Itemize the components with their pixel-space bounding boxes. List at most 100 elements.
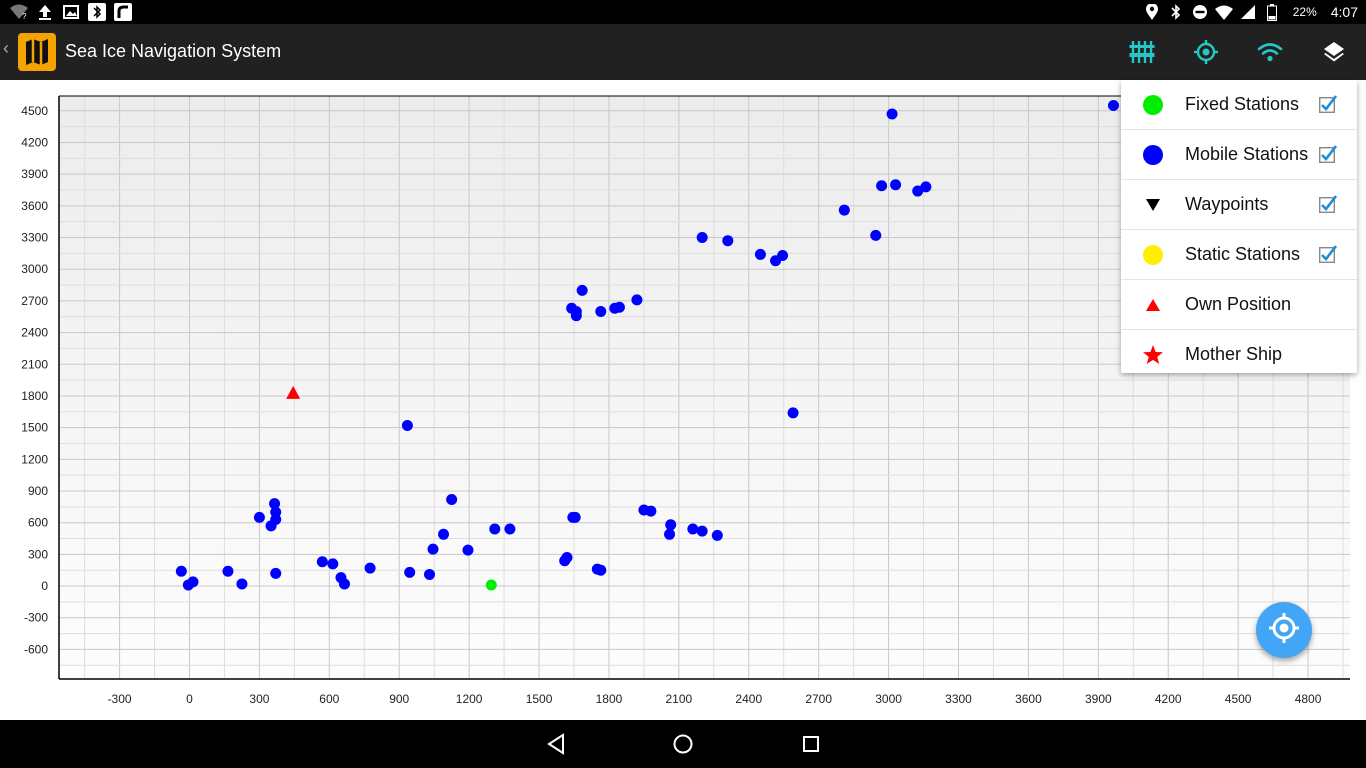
x-tick-label: 1200 bbox=[456, 692, 483, 706]
mobile-station-point[interactable] bbox=[613, 301, 625, 313]
mobile-station-point[interactable] bbox=[401, 420, 413, 432]
mobile-station-point[interactable] bbox=[696, 232, 708, 244]
mobile-station-point[interactable] bbox=[645, 505, 657, 517]
data-points[interactable] bbox=[175, 100, 1119, 591]
layer-item-own-position[interactable]: Own Position bbox=[1121, 280, 1357, 330]
layer-label: Mobile Stations bbox=[1185, 144, 1309, 164]
y-tick-label: 3600 bbox=[21, 199, 48, 213]
mobile-station-point[interactable] bbox=[870, 229, 882, 241]
checkbox-checked-icon[interactable] bbox=[1318, 145, 1338, 164]
mobile-station-point[interactable] bbox=[570, 310, 582, 322]
mobile-station-point[interactable] bbox=[576, 284, 588, 296]
mobile-station-point[interactable] bbox=[489, 523, 501, 535]
mobile-station-point[interactable] bbox=[777, 249, 789, 261]
bluetooth-icon bbox=[88, 3, 106, 21]
mobile-station-point[interactable] bbox=[664, 528, 676, 540]
mobile-station-point[interactable] bbox=[327, 558, 339, 570]
mobile-station-point[interactable] bbox=[504, 523, 516, 535]
chevron-left-icon[interactable]: ‹ bbox=[3, 38, 9, 58]
y-tick-label: 4500 bbox=[21, 104, 48, 118]
layer-item-waypoints[interactable]: Waypoints bbox=[1121, 180, 1357, 230]
layer-item-mother-ship[interactable]: Mother Ship bbox=[1121, 330, 1357, 379]
green-circle-icon bbox=[1121, 80, 1185, 129]
back-icon[interactable] bbox=[544, 732, 568, 756]
x-tick-label: 3900 bbox=[1085, 692, 1112, 706]
mobile-station-point[interactable] bbox=[222, 565, 234, 577]
mobile-station-point[interactable] bbox=[462, 544, 474, 556]
mobile-station-point[interactable] bbox=[561, 552, 573, 564]
mobile-station-point[interactable] bbox=[270, 514, 282, 526]
y-tick-label: 600 bbox=[28, 516, 48, 530]
yellow-circle-icon bbox=[1121, 230, 1185, 279]
checkbox-checked-icon[interactable] bbox=[1318, 245, 1338, 264]
mobile-station-point[interactable] bbox=[236, 578, 248, 590]
mobile-station-point[interactable] bbox=[446, 493, 458, 505]
wifi-icon[interactable] bbox=[1254, 36, 1286, 68]
mobile-station-point[interactable] bbox=[665, 519, 677, 531]
mobile-station-point[interactable] bbox=[1107, 100, 1119, 112]
recents-icon[interactable] bbox=[799, 732, 823, 756]
battery-percent: 22% bbox=[1292, 5, 1317, 19]
mobile-station-point[interactable] bbox=[920, 181, 932, 193]
x-tick-label: -300 bbox=[108, 692, 132, 706]
mobile-station-point[interactable] bbox=[886, 108, 898, 120]
upload-icon bbox=[36, 3, 54, 21]
wifi-question-icon: ? bbox=[10, 3, 28, 21]
gps-target-icon[interactable] bbox=[1190, 36, 1222, 68]
mobile-station-point[interactable] bbox=[696, 525, 708, 537]
x-tick-label: 300 bbox=[249, 692, 269, 706]
checkbox-checked-icon[interactable] bbox=[1318, 195, 1338, 214]
my-location-button[interactable] bbox=[1256, 602, 1312, 658]
mobile-station-point[interactable] bbox=[595, 305, 607, 317]
home-icon[interactable] bbox=[671, 732, 695, 756]
location-icon bbox=[1143, 3, 1161, 21]
app-logo-icon[interactable] bbox=[18, 33, 56, 71]
mobile-station-point[interactable] bbox=[838, 204, 850, 216]
layer-item-static-stations[interactable]: Static Stations bbox=[1121, 230, 1357, 280]
layer-item-fixed-stations[interactable]: Fixed Stations bbox=[1121, 80, 1357, 130]
checkbox-checked-icon[interactable] bbox=[1318, 95, 1338, 114]
mobile-station-point[interactable] bbox=[890, 179, 902, 191]
mobile-station-point[interactable] bbox=[631, 294, 643, 306]
mobile-station-point[interactable] bbox=[269, 498, 281, 510]
mobile-station-point[interactable] bbox=[404, 566, 416, 578]
mobile-station-point[interactable] bbox=[338, 578, 350, 590]
mobile-station-point[interactable] bbox=[424, 568, 436, 580]
mobile-station-point[interactable] bbox=[270, 567, 282, 579]
own-position-marker[interactable] bbox=[286, 385, 301, 399]
mobile-station-point[interactable] bbox=[316, 556, 328, 568]
mobile-station-point[interactable] bbox=[364, 562, 376, 574]
mobile-station-point[interactable] bbox=[427, 543, 439, 555]
mobile-station-point[interactable] bbox=[787, 407, 799, 419]
mobile-station-point[interactable] bbox=[711, 529, 723, 541]
svg-text:?: ? bbox=[22, 12, 27, 20]
mobile-station-point[interactable] bbox=[438, 528, 450, 540]
layers-icon[interactable] bbox=[1318, 36, 1350, 68]
x-tick-label: 3000 bbox=[875, 692, 902, 706]
layer-item-mobile-stations[interactable]: Mobile Stations bbox=[1121, 130, 1357, 180]
mobile-station-point[interactable] bbox=[175, 565, 187, 577]
my-location-icon bbox=[1267, 611, 1301, 650]
app-title: Sea Ice Navigation System bbox=[65, 41, 282, 61]
x-tick-label: 3300 bbox=[945, 692, 972, 706]
layers-menu[interactable]: Fixed Stations Mobile Stations Waypoints… bbox=[1121, 80, 1357, 373]
mobile-station-point[interactable] bbox=[569, 511, 581, 523]
axis-ticks: -300 0 300 600 900 1200 1500 1800 2100 2400 2700 30… bbox=[21, 104, 1321, 706]
fixed-station-point[interactable] bbox=[485, 579, 497, 591]
mobile-station-point[interactable] bbox=[912, 185, 924, 197]
mobile-station-point[interactable] bbox=[876, 180, 888, 192]
y-tick-label: 300 bbox=[28, 547, 48, 561]
mobile-station-point[interactable] bbox=[687, 523, 699, 535]
mobile-station-point[interactable] bbox=[595, 564, 607, 576]
layer-label: Own Position bbox=[1185, 294, 1292, 314]
x-tick-label: 0 bbox=[186, 692, 193, 706]
mobile-station-point[interactable] bbox=[754, 248, 766, 260]
app-icon bbox=[114, 3, 132, 21]
y-tick-label: 1800 bbox=[21, 389, 48, 403]
equalizer-icon[interactable] bbox=[1126, 36, 1158, 68]
x-tick-label: 900 bbox=[389, 692, 409, 706]
x-tick-label: 4800 bbox=[1295, 692, 1322, 706]
mobile-station-point[interactable] bbox=[253, 511, 265, 523]
mobile-station-point[interactable] bbox=[187, 576, 199, 588]
mobile-station-point[interactable] bbox=[722, 235, 734, 247]
